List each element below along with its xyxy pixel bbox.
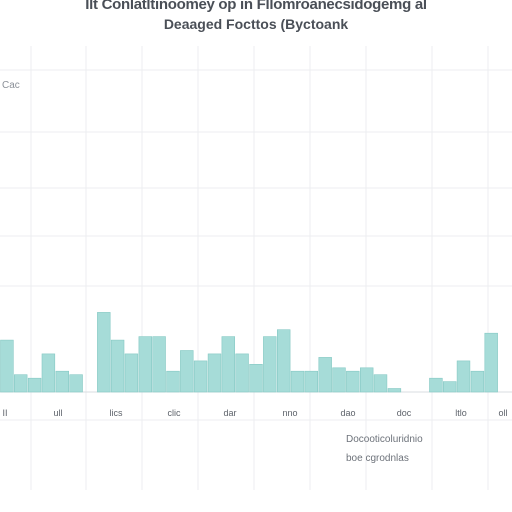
bar	[0, 339, 14, 393]
bar	[304, 370, 318, 393]
x-tick-label: dar	[223, 408, 236, 418]
x-tick-label: clic	[168, 408, 181, 418]
bar	[387, 388, 402, 393]
x-tick-label: lics	[110, 408, 123, 418]
chart-subtitle: Deaaged Focttos (Byctoank	[163, 16, 349, 32]
chart-title: Ilt Conlatltinoomey op in Fllomroanecsid…	[85, 0, 427, 13]
x-tick-label: ltlo	[455, 408, 467, 418]
chart-note-1: Docooticoluridnio	[346, 434, 423, 445]
bar	[249, 363, 263, 393]
chart-note-2: boe cgrodnlas	[346, 453, 409, 464]
bar	[373, 374, 388, 393]
bar	[193, 360, 208, 393]
bar	[55, 370, 70, 393]
bar	[456, 360, 471, 393]
x-tick-labels: II ull lics clic dar nno dao doc ltlo oll	[2, 408, 507, 418]
bar	[332, 367, 346, 393]
bar	[290, 370, 305, 393]
bar	[346, 370, 360, 393]
bar	[235, 353, 249, 393]
bar	[14, 374, 28, 393]
bar	[180, 350, 194, 393]
x-tick-label: oll	[498, 408, 507, 418]
bar	[138, 336, 152, 393]
bar	[359, 367, 374, 393]
x-tick-label: II	[2, 408, 7, 418]
bar	[27, 377, 42, 393]
bars	[0, 312, 498, 393]
x-tick-label: doc	[397, 408, 412, 418]
bar	[69, 374, 83, 393]
bar	[41, 353, 56, 393]
bar	[276, 329, 291, 393]
bar	[470, 370, 485, 393]
bar	[110, 339, 125, 393]
x-tick-label: dao	[340, 408, 355, 418]
x-tick-label: nno	[282, 408, 297, 418]
bar	[152, 336, 166, 393]
bar	[263, 336, 277, 393]
bar	[207, 353, 222, 393]
gridlines	[0, 46, 512, 490]
bar	[124, 353, 139, 393]
bar	[166, 370, 180, 393]
bar	[97, 312, 111, 393]
x-tick-label: ull	[53, 408, 62, 418]
bar	[484, 332, 498, 393]
y-axis-label: Cac	[2, 80, 20, 91]
bar	[429, 377, 443, 393]
bar	[318, 357, 332, 393]
bar	[221, 336, 235, 393]
bar	[442, 381, 457, 393]
